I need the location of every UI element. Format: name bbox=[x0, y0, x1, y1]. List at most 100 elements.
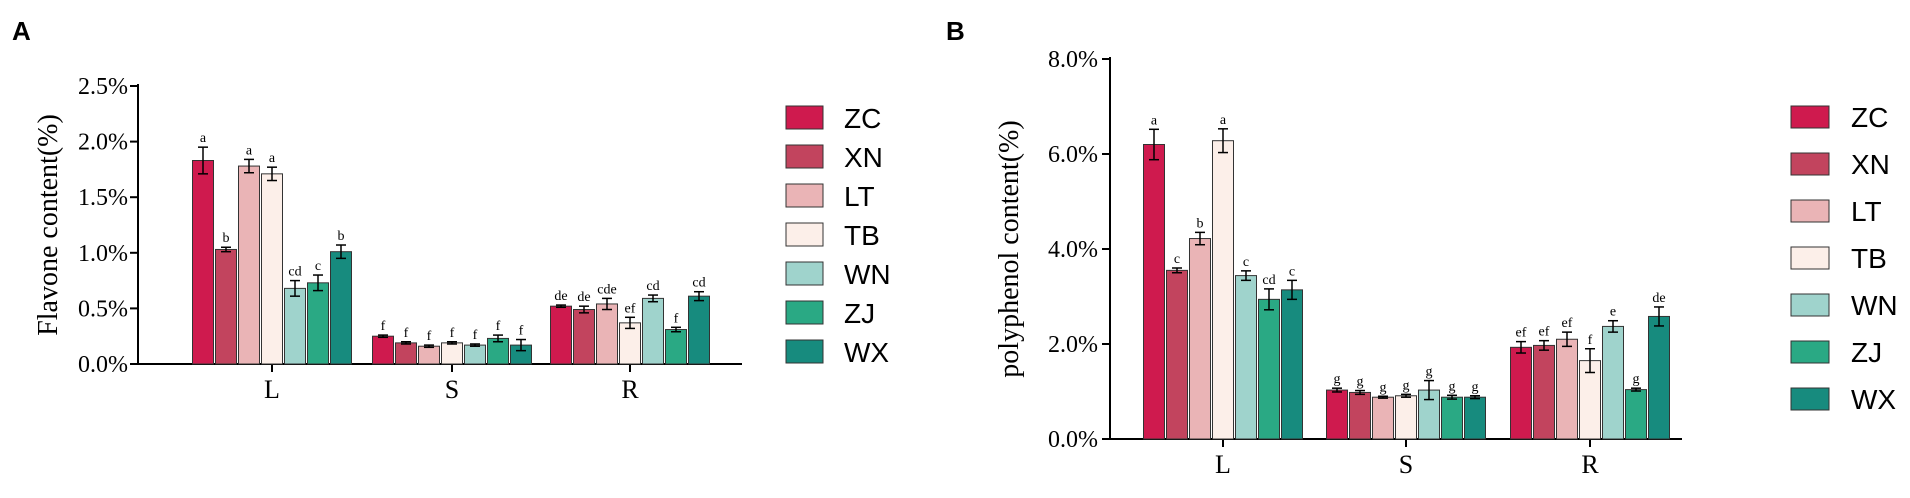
significance-letter: g bbox=[1633, 372, 1640, 387]
y-tick-label: 0.0% bbox=[1048, 427, 1098, 453]
legend-swatch-zc bbox=[785, 105, 824, 130]
significance-letter: cd bbox=[288, 265, 301, 280]
legend-swatch-wx bbox=[785, 339, 824, 364]
bar-wn-s bbox=[464, 344, 486, 365]
legend-label-zc: ZC bbox=[844, 103, 881, 134]
legend-swatch-tb bbox=[785, 222, 824, 247]
legend-label-lt: LT bbox=[844, 181, 875, 212]
bar-wn-l bbox=[284, 287, 306, 365]
legend-swatch-zc bbox=[1790, 105, 1830, 129]
legend-swatch-lt bbox=[785, 183, 824, 208]
legend-swatch-xn bbox=[1790, 152, 1830, 176]
panel-letter-b: B bbox=[946, 16, 965, 46]
bar-xn-l bbox=[1166, 269, 1188, 440]
bar-zj-r bbox=[1625, 389, 1647, 440]
bar-zc-r bbox=[550, 305, 572, 365]
significance-letter: f bbox=[496, 319, 501, 334]
bar-lt-s bbox=[418, 345, 440, 365]
y-tick-label: 2.5% bbox=[78, 74, 128, 100]
legend-label-lt: LT bbox=[1851, 196, 1882, 227]
bar-xn-l bbox=[215, 248, 237, 365]
significance-letter: cd bbox=[646, 279, 659, 294]
bar-zj-s bbox=[1441, 396, 1463, 440]
significance-letter: f bbox=[1588, 333, 1593, 348]
significance-letter: ef bbox=[1562, 316, 1573, 331]
category-label: S bbox=[445, 375, 459, 404]
significance-letter: cd bbox=[1262, 273, 1275, 288]
category-label: L bbox=[264, 375, 280, 404]
significance-letter: g bbox=[1334, 372, 1341, 387]
bar-lt-l bbox=[1189, 238, 1211, 440]
bar-tb-s bbox=[441, 342, 463, 365]
panel-letter-a: A bbox=[12, 16, 31, 46]
significance-letter: c bbox=[1243, 255, 1249, 270]
bar-wn-l bbox=[1235, 275, 1257, 440]
significance-letter: g bbox=[1472, 380, 1479, 395]
y-tick-label: 4.0% bbox=[1048, 237, 1098, 263]
bar-zj-l bbox=[1258, 298, 1280, 440]
significance-letter: b bbox=[1197, 216, 1204, 231]
significance-letter: ef bbox=[1539, 325, 1550, 340]
polyphenol-chart: 0.0% 2.0% 4.0% 6.0% 8.0% polyphenol content(%… bbox=[994, 47, 1682, 479]
legend-label-wn: WN bbox=[1851, 290, 1898, 321]
significance-letter: b bbox=[338, 229, 345, 244]
legend-swatch-wx bbox=[1790, 387, 1830, 411]
bar-zc-l bbox=[192, 160, 214, 365]
significance-letter: g bbox=[1426, 365, 1433, 380]
legend-swatch-wn bbox=[1790, 293, 1830, 317]
bar-tb-l bbox=[1212, 140, 1234, 440]
significance-letter: g bbox=[1380, 380, 1387, 395]
bar-zc-s bbox=[1326, 389, 1348, 440]
y-tick-label: 0.5% bbox=[78, 296, 128, 322]
significance-letter: cde bbox=[597, 282, 616, 297]
significance-letter: f bbox=[381, 319, 386, 334]
legend-swatch-tb bbox=[1790, 246, 1830, 270]
bar-xn-r bbox=[1533, 344, 1555, 440]
significance-letter: f bbox=[404, 326, 409, 341]
significance-letter: a bbox=[269, 151, 276, 166]
y-tick-label: 6.0% bbox=[1048, 142, 1098, 168]
legend-label-tb: TB bbox=[1851, 243, 1887, 274]
bar-wx-s bbox=[1464, 396, 1486, 440]
significance-letter: de bbox=[577, 290, 590, 305]
bar-zc-s bbox=[372, 335, 394, 365]
bar-lt-r bbox=[1556, 338, 1578, 440]
significance-letter: c bbox=[1174, 252, 1180, 267]
bar-zj-l bbox=[307, 282, 329, 365]
significance-letter: de bbox=[1652, 291, 1665, 306]
significance-letter: a bbox=[246, 143, 253, 158]
significance-letter: ef bbox=[625, 301, 636, 316]
bar-zc-r bbox=[1510, 346, 1532, 440]
bar-zj-r bbox=[665, 329, 687, 365]
significance-letter: f bbox=[450, 326, 455, 341]
significance-letter: g bbox=[1403, 378, 1410, 393]
bar-wx-r bbox=[688, 295, 710, 365]
legend-label-zj: ZJ bbox=[844, 298, 875, 329]
bar-xn-r bbox=[573, 309, 595, 365]
flavone-legend: ZC XN LT TB WN ZJ WX bbox=[785, 103, 891, 368]
legend-label-wn: WN bbox=[844, 259, 891, 290]
significance-letter: a bbox=[200, 131, 207, 146]
y-axis-label: polyphenol content(%) bbox=[994, 120, 1025, 377]
significance-letter: g bbox=[1357, 375, 1364, 390]
legend-swatch-lt bbox=[1790, 199, 1830, 223]
polyphenol-legend: ZC XN LT TB WN ZJ WX bbox=[1790, 102, 1898, 415]
y-axis-label: Flavone content(%) bbox=[33, 114, 64, 336]
legend-label-zj: ZJ bbox=[1851, 337, 1882, 368]
bar-tb-l bbox=[261, 173, 283, 365]
significance-letter: a bbox=[1220, 113, 1227, 128]
category-label: L bbox=[1215, 450, 1231, 479]
category-label: S bbox=[1399, 450, 1413, 479]
significance-letter: f bbox=[473, 328, 478, 343]
significance-letter: c bbox=[315, 259, 321, 274]
y-tick-label: 2.0% bbox=[78, 130, 128, 156]
bar-zc-l bbox=[1143, 144, 1165, 440]
legend-swatch-zj bbox=[785, 300, 824, 325]
bar-xn-s bbox=[395, 342, 417, 365]
significance-letter: e bbox=[1610, 305, 1616, 320]
legend-label-xn: XN bbox=[1851, 149, 1890, 180]
significance-letter: de bbox=[554, 289, 567, 304]
bar-wx-l bbox=[1281, 289, 1303, 440]
bar-lt-l bbox=[238, 165, 260, 365]
significance-letter: b bbox=[223, 231, 230, 246]
